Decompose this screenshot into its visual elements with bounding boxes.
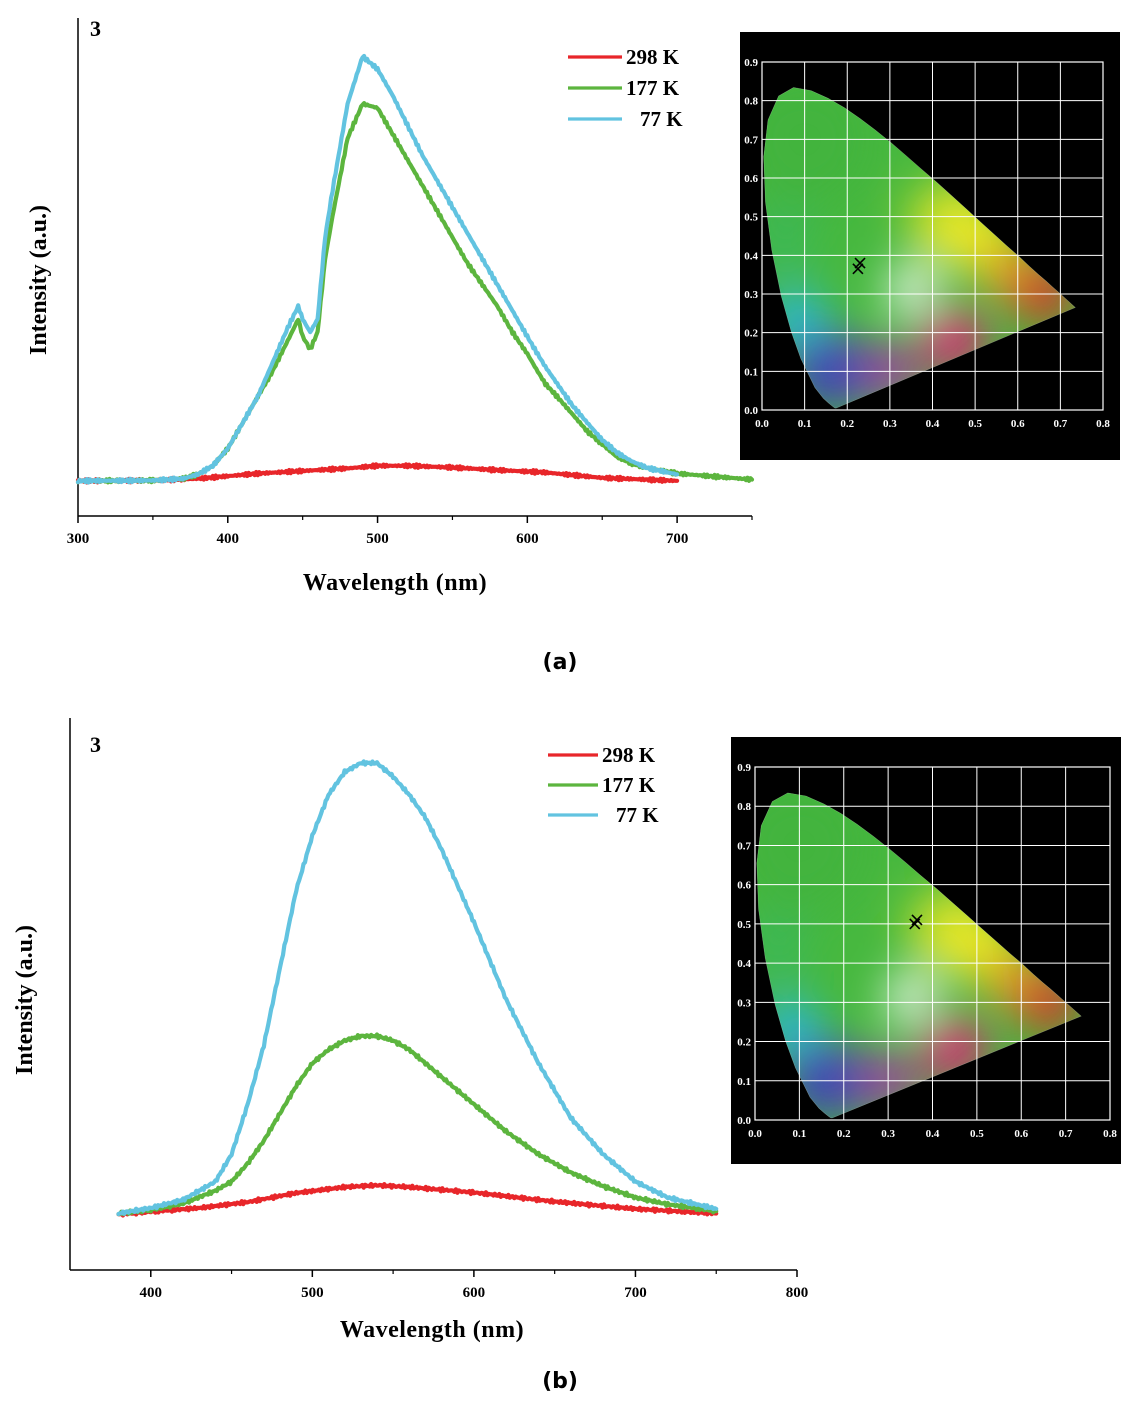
cie-x-tick-label: 0.6 (1011, 418, 1025, 430)
cie-white-point (887, 266, 936, 315)
y-axis-title-b: Intensity (a.u.) (12, 925, 38, 1075)
cie-point-marker (854, 257, 866, 269)
cie-x-tick-label: 0.3 (883, 418, 897, 430)
cie-y-tick-label: 0.0 (744, 405, 758, 417)
cie-point-marker (909, 918, 921, 930)
cie-y-tick-label: 0.2 (744, 328, 758, 340)
x-tick-label: 300 (67, 531, 90, 547)
legend-label: 177 K (626, 76, 680, 100)
cie-y-tick-label: 0.9 (744, 57, 758, 69)
x-tick-label: 700 (666, 531, 689, 547)
x-axis-title-a: Wavelength (nm) (303, 570, 487, 596)
cie-y-tick-label: 0.0 (737, 1115, 751, 1127)
cie-y-tick-label: 0.5 (737, 919, 751, 931)
cie-marker-stroke (854, 257, 866, 269)
cie-x-tick-label: 0.3 (881, 1128, 895, 1140)
legend-label: 298 K (626, 45, 680, 69)
cie-y-tick-label: 0.3 (744, 289, 758, 301)
cie-inset-b: 0.0 0.1 0.2 0.3 0.4 0.5 0.6 0.7 0.8 0.0 0.1 0.2 0.3 0… (731, 737, 1121, 1164)
cie-x-tick-label: 0.4 (926, 418, 940, 430)
x-tick-label: 600 (516, 531, 539, 547)
panel-caption-b: (b) (542, 1369, 578, 1394)
cie-inset-a: 0.0 0.1 0.2 0.3 0.4 0.5 0.6 0.7 0.8 0.0 0.1 0.2 0.3 0… (740, 32, 1120, 460)
cie-y-tick-label: 0.2 (737, 1037, 751, 1049)
cie-y-tick-label: 0.6 (737, 880, 751, 892)
series-line-177k (116, 1032, 719, 1217)
cie-y-tick-label: 0.9 (737, 762, 751, 774)
cie-y-tick-label: 0.1 (737, 1076, 751, 1088)
x-tick-label: 400 (140, 1285, 163, 1301)
spectrum-plot-b: 400 500 600 700 800 (69, 718, 809, 1301)
cie-y-tick-label: 0.3 (737, 997, 751, 1009)
cie-y-tick-label: 0.7 (744, 134, 758, 146)
compound-label-a: 3 (90, 16, 101, 41)
x-tick-label: 800 (786, 1285, 809, 1301)
panel-caption-a: (a) (543, 650, 578, 675)
x-tick-label: 500 (301, 1285, 324, 1301)
cie-y-tick-label: 0.7 (737, 840, 751, 852)
cie-frame (754, 766, 1111, 1121)
cie-x-tick-label: 0.0 (755, 418, 769, 430)
cie-y-tick-label: 0.8 (737, 801, 751, 813)
cie-x-tick-label: 0.5 (970, 1128, 984, 1140)
cie-x-tick-label: 0.1 (798, 418, 812, 430)
panel-a: 300 400 500 600 700 3 Wavelength (nm) Intens… (26, 16, 1120, 675)
x-tick-label: 500 (366, 531, 389, 547)
cie-x-tick-label: 0.7 (1059, 1128, 1073, 1140)
series-line-77k (75, 53, 680, 485)
cie-white-point (886, 974, 935, 1023)
cie-x-tick-label: 0.8 (1096, 418, 1110, 430)
cie-x-tick-label: 0.1 (793, 1128, 807, 1140)
cie-x-tick-label: 0.0 (748, 1128, 762, 1140)
cie-frame (761, 61, 1104, 411)
cie-y-tick-label: 0.8 (744, 96, 758, 108)
series-line-177k (75, 101, 755, 485)
spectrum-plot-a: 300 400 500 600 700 (67, 18, 755, 547)
cie-x-tick-label: 0.7 (1054, 418, 1068, 430)
y-axis-title-a: Intensity (a.u.) (26, 205, 52, 355)
cie-y-tick-label: 0.4 (737, 958, 751, 970)
legend-label: 177 K (602, 773, 656, 797)
cie-x-tick-label: 0.5 (968, 418, 982, 430)
cie-locus-outline (763, 87, 1076, 409)
cie-y-tick-label: 0.5 (744, 212, 758, 224)
cie-y-tick-label: 0.6 (744, 173, 758, 185)
legend-label: 77 K (640, 107, 683, 131)
cie-x-tick-label: 0.2 (840, 418, 854, 430)
legend-label: 77 K (616, 803, 659, 827)
cie-x-tick-label: 0.2 (837, 1128, 851, 1140)
cie-locus-outline (756, 792, 1082, 1119)
compound-label-b: 3 (90, 732, 101, 757)
cie-x-tick-label: 0.6 (1014, 1128, 1028, 1140)
cie-point-marker (852, 263, 864, 275)
series-line-298k (116, 1181, 719, 1218)
legend-b: 298 K 177 K 77 K (548, 743, 659, 827)
x-tick-label: 400 (217, 531, 240, 547)
cie-y-tick-label: 0.1 (744, 366, 758, 378)
series-line-77k (116, 759, 719, 1217)
panel-b: 400 500 600 700 800 3 Wavelength (nm) Intens… (12, 718, 1121, 1394)
cie-y-tick-label: 0.4 (744, 250, 758, 262)
legend-label: 298 K (602, 743, 656, 767)
cie-marker-stroke (852, 263, 864, 275)
legend-a: 298 K 177 K 77 K (568, 45, 683, 131)
x-tick-label: 600 (463, 1285, 486, 1301)
cie-x-tick-label: 0.8 (1103, 1128, 1117, 1140)
x-tick-label: 700 (624, 1285, 647, 1301)
cie-marker-stroke (909, 918, 921, 930)
x-axis-title-b: Wavelength (nm) (340, 1317, 524, 1343)
cie-x-tick-label: 0.4 (926, 1128, 940, 1140)
